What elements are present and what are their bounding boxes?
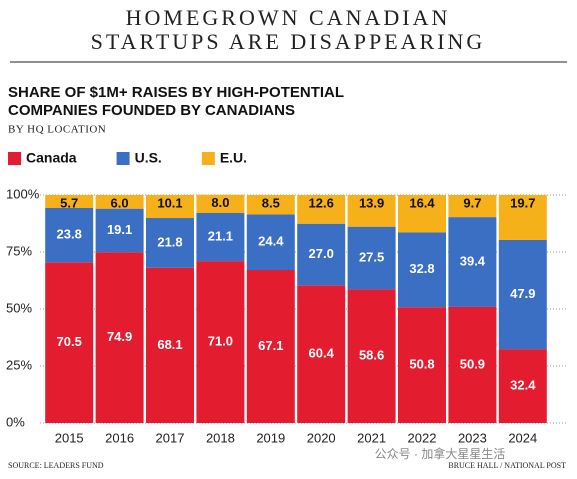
bar-segment <box>95 208 144 253</box>
value-label: 27.5 <box>359 249 384 264</box>
x-tick-label: 2024 <box>508 430 537 445</box>
y-tick-label: 50% <box>6 300 32 315</box>
value-label: 74.9 <box>107 329 132 344</box>
value-label: 23.8 <box>57 227 82 242</box>
bar-segment <box>398 195 446 233</box>
legend-swatch <box>116 152 130 165</box>
bar-segment <box>95 195 144 209</box>
x-tick-label: 2021 <box>357 430 386 445</box>
legend-label: U.S. <box>135 150 162 166</box>
bar-segment <box>297 285 346 423</box>
value-label: 32.8 <box>409 261 434 276</box>
subtitle: SHARE OF $1M+ RAISES BY HIGH-POTENTIAL <box>8 84 344 101</box>
bar-segment <box>498 349 547 423</box>
value-label: 58.6 <box>359 348 384 363</box>
value-label: 50.8 <box>409 357 434 372</box>
bar-segment <box>196 261 245 423</box>
x-tick-label: 2018 <box>206 430 235 445</box>
x-tick-label: 2020 <box>307 430 336 445</box>
bar-segment <box>95 252 144 423</box>
source: SOURCE: LEADERS FUND <box>8 461 104 470</box>
bar-segment <box>45 195 94 208</box>
bar-segment <box>45 262 94 423</box>
value-label: 70.5 <box>57 334 82 349</box>
bar-segment <box>196 213 245 262</box>
bar-segment <box>398 307 446 423</box>
legend-swatch <box>201 152 215 165</box>
legend-label: Canada <box>26 150 77 166</box>
bar-segment <box>347 289 396 423</box>
value-label: 5.7 <box>60 195 78 210</box>
value-label: 6.0 <box>111 195 129 210</box>
subtitle2: BY HQ LOCATION <box>8 124 106 136</box>
bar-segment <box>146 195 194 219</box>
x-tick-label: 2022 <box>408 430 437 445</box>
bar-segment <box>398 232 446 308</box>
value-label: 9.7 <box>463 195 481 210</box>
value-label: 24.4 <box>258 234 284 249</box>
value-label: 47.9 <box>510 286 535 301</box>
y-tick-label: 0% <box>6 414 25 429</box>
watermark: 公众号 · 加拿大星星生活 <box>375 446 506 461</box>
value-label: 12.6 <box>309 195 334 210</box>
subtitle: COMPANIES FOUNDED BY CANADIANS <box>8 102 295 119</box>
bar-segment <box>498 195 547 240</box>
value-label: 50.9 <box>460 356 485 371</box>
y-tick-label: 75% <box>6 243 32 258</box>
legend-swatch <box>8 152 21 165</box>
value-label: 68.1 <box>157 337 182 352</box>
bar-segment <box>246 214 295 271</box>
bar-segment <box>448 306 497 423</box>
chart-title: STARTUPS ARE DISAPPEARING <box>91 29 486 54</box>
bar-segment <box>196 194 245 214</box>
value-label: 32.4 <box>510 378 536 393</box>
bar-segment <box>347 226 396 290</box>
value-label: 67.1 <box>258 338 283 353</box>
bar-segment <box>246 270 295 423</box>
legend-label: E.U. <box>220 150 247 166</box>
value-label: 13.9 <box>359 195 384 210</box>
bar-segment <box>146 267 194 423</box>
value-label: 16.4 <box>409 195 435 210</box>
value-label: 10.1 <box>157 195 182 210</box>
bar-segment <box>448 217 497 307</box>
value-label: 8.0 <box>211 195 229 210</box>
value-label: 8.5 <box>262 195 280 210</box>
bar-segment <box>45 207 94 263</box>
bar-segment <box>498 239 547 350</box>
bar-segment <box>448 195 497 218</box>
value-label: 60.4 <box>309 346 335 361</box>
value-label: 27.0 <box>309 246 334 261</box>
x-tick-label: 2015 <box>55 430 84 445</box>
bar-segment <box>347 195 396 227</box>
x-tick-label: 2017 <box>156 430 185 445</box>
y-tick-label: 100% <box>6 186 40 201</box>
y-tick-label: 25% <box>6 357 32 372</box>
chart-title: HOMEGROWN CANADIAN <box>126 5 451 30</box>
bar-segment <box>297 223 346 286</box>
bar-segment <box>246 195 295 215</box>
value-label: 21.8 <box>157 234 182 249</box>
bar-segment <box>146 218 194 268</box>
x-tick-label: 2019 <box>256 430 285 445</box>
value-label: 19.1 <box>107 222 132 237</box>
credit: BRUCE HALL / NATIONAL POST <box>448 461 566 470</box>
x-tick-label: 2016 <box>105 430 134 445</box>
value-label: 71.0 <box>208 333 233 348</box>
value-label: 39.4 <box>460 253 486 268</box>
bar-segment <box>297 195 346 224</box>
x-tick-label: 2023 <box>458 430 487 445</box>
value-label: 21.1 <box>208 229 233 244</box>
value-label: 19.7 <box>510 195 535 210</box>
